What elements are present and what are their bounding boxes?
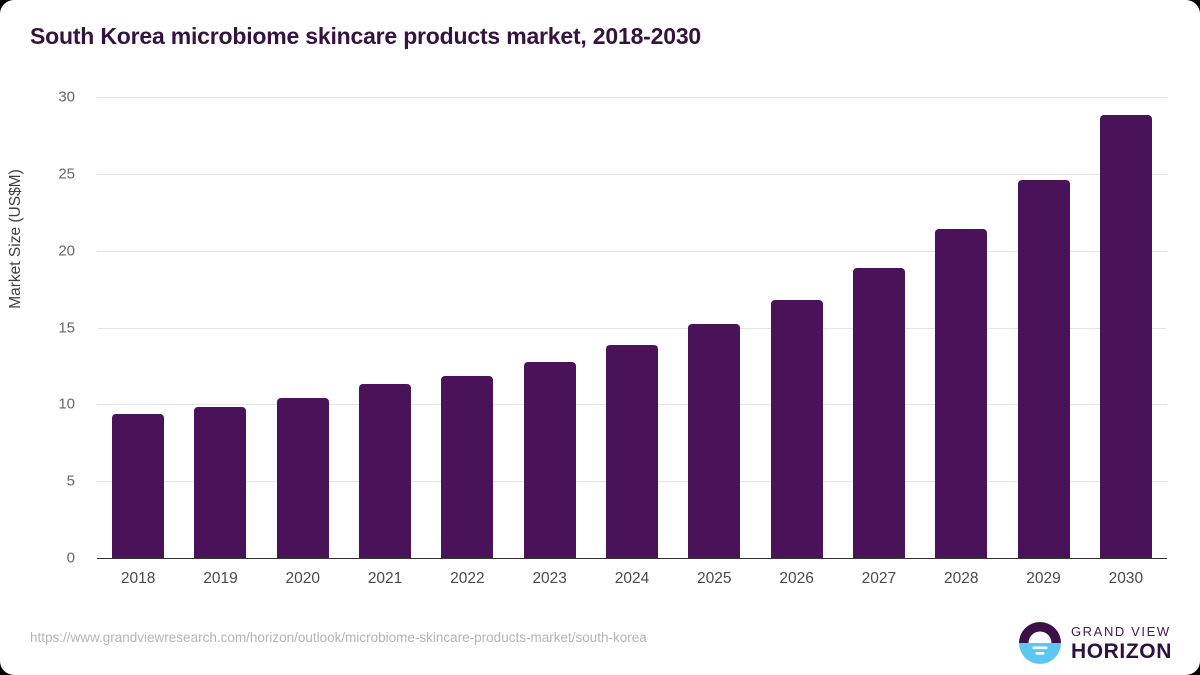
bar-2030[interactable] xyxy=(1099,114,1152,558)
grand-view-horizon-sun-icon xyxy=(1018,622,1061,664)
logo-line-grand-view: GRAND VIEW xyxy=(1070,623,1171,639)
source-url[interactable]: https://www.grandviewresearch.com/horizo… xyxy=(30,630,647,645)
logo-text: GRAND VIEW HORIZON xyxy=(1071,625,1172,662)
bar-2027[interactable] xyxy=(852,268,905,558)
x-axis-tick-labels: 2018 2019 2020 2021 2022 2023 2024 2025 2026 2027… xyxy=(97,566,1167,596)
gridline-30 xyxy=(97,97,1167,98)
x-tick-label-2023: 2023 xyxy=(532,570,567,587)
bar-2026[interactable] xyxy=(770,299,823,558)
x-tick-label-2020: 2020 xyxy=(285,570,320,587)
x-tick-label-2022: 2022 xyxy=(450,570,485,587)
gridline-0 xyxy=(97,558,1167,559)
bar-2029[interactable] xyxy=(1017,179,1070,558)
page-title: South Korea microbiome skincare products… xyxy=(30,23,701,49)
logo-line-horizon: HORIZON xyxy=(1070,639,1172,663)
bar-2023[interactable] xyxy=(523,362,576,558)
x-tick-label-2021: 2021 xyxy=(367,570,403,587)
x-tick-label-2029: 2029 xyxy=(1026,570,1061,587)
y-tick-label: 10 xyxy=(58,395,75,413)
gridline-20 xyxy=(97,250,1167,252)
bar-2018[interactable] xyxy=(112,414,165,558)
bar-2020[interactable] xyxy=(276,398,329,558)
x-tick-label-2025: 2025 xyxy=(697,570,732,587)
y-tick-label: 30 xyxy=(58,88,75,106)
y-tick-label: 25 xyxy=(58,165,75,183)
y-tick-label: 5 xyxy=(66,472,75,490)
bar-2025[interactable] xyxy=(688,324,741,558)
bar-2024[interactable] xyxy=(606,345,658,558)
plot-area xyxy=(97,97,1167,559)
y-tick-label: 15 xyxy=(58,319,75,336)
y-tick-label: 0 xyxy=(66,549,75,567)
y-tick-label: 20 xyxy=(58,242,75,260)
x-tick-label-2019: 2019 xyxy=(203,570,238,587)
bar-2021[interactable] xyxy=(359,383,412,558)
y-axis-tick-labels: 0 5 10 15 20 25 30 xyxy=(0,89,86,567)
bar-2019[interactable] xyxy=(194,406,247,558)
gridline-25 xyxy=(97,173,1167,175)
x-tick-label-2028: 2028 xyxy=(943,570,979,587)
x-tick-label-2027: 2027 xyxy=(861,570,897,587)
x-tick-label-2024: 2024 xyxy=(614,570,650,587)
x-tick-label-2030: 2030 xyxy=(1108,570,1144,587)
gridline-15 xyxy=(97,327,1167,329)
x-tick-label-2018: 2018 xyxy=(120,570,156,587)
bar-2022[interactable] xyxy=(441,375,494,558)
bar-2028[interactable] xyxy=(935,229,988,558)
x-tick-label-2026: 2026 xyxy=(779,570,814,587)
brand-logo: GRAND VIEW HORIZON xyxy=(1018,620,1172,666)
